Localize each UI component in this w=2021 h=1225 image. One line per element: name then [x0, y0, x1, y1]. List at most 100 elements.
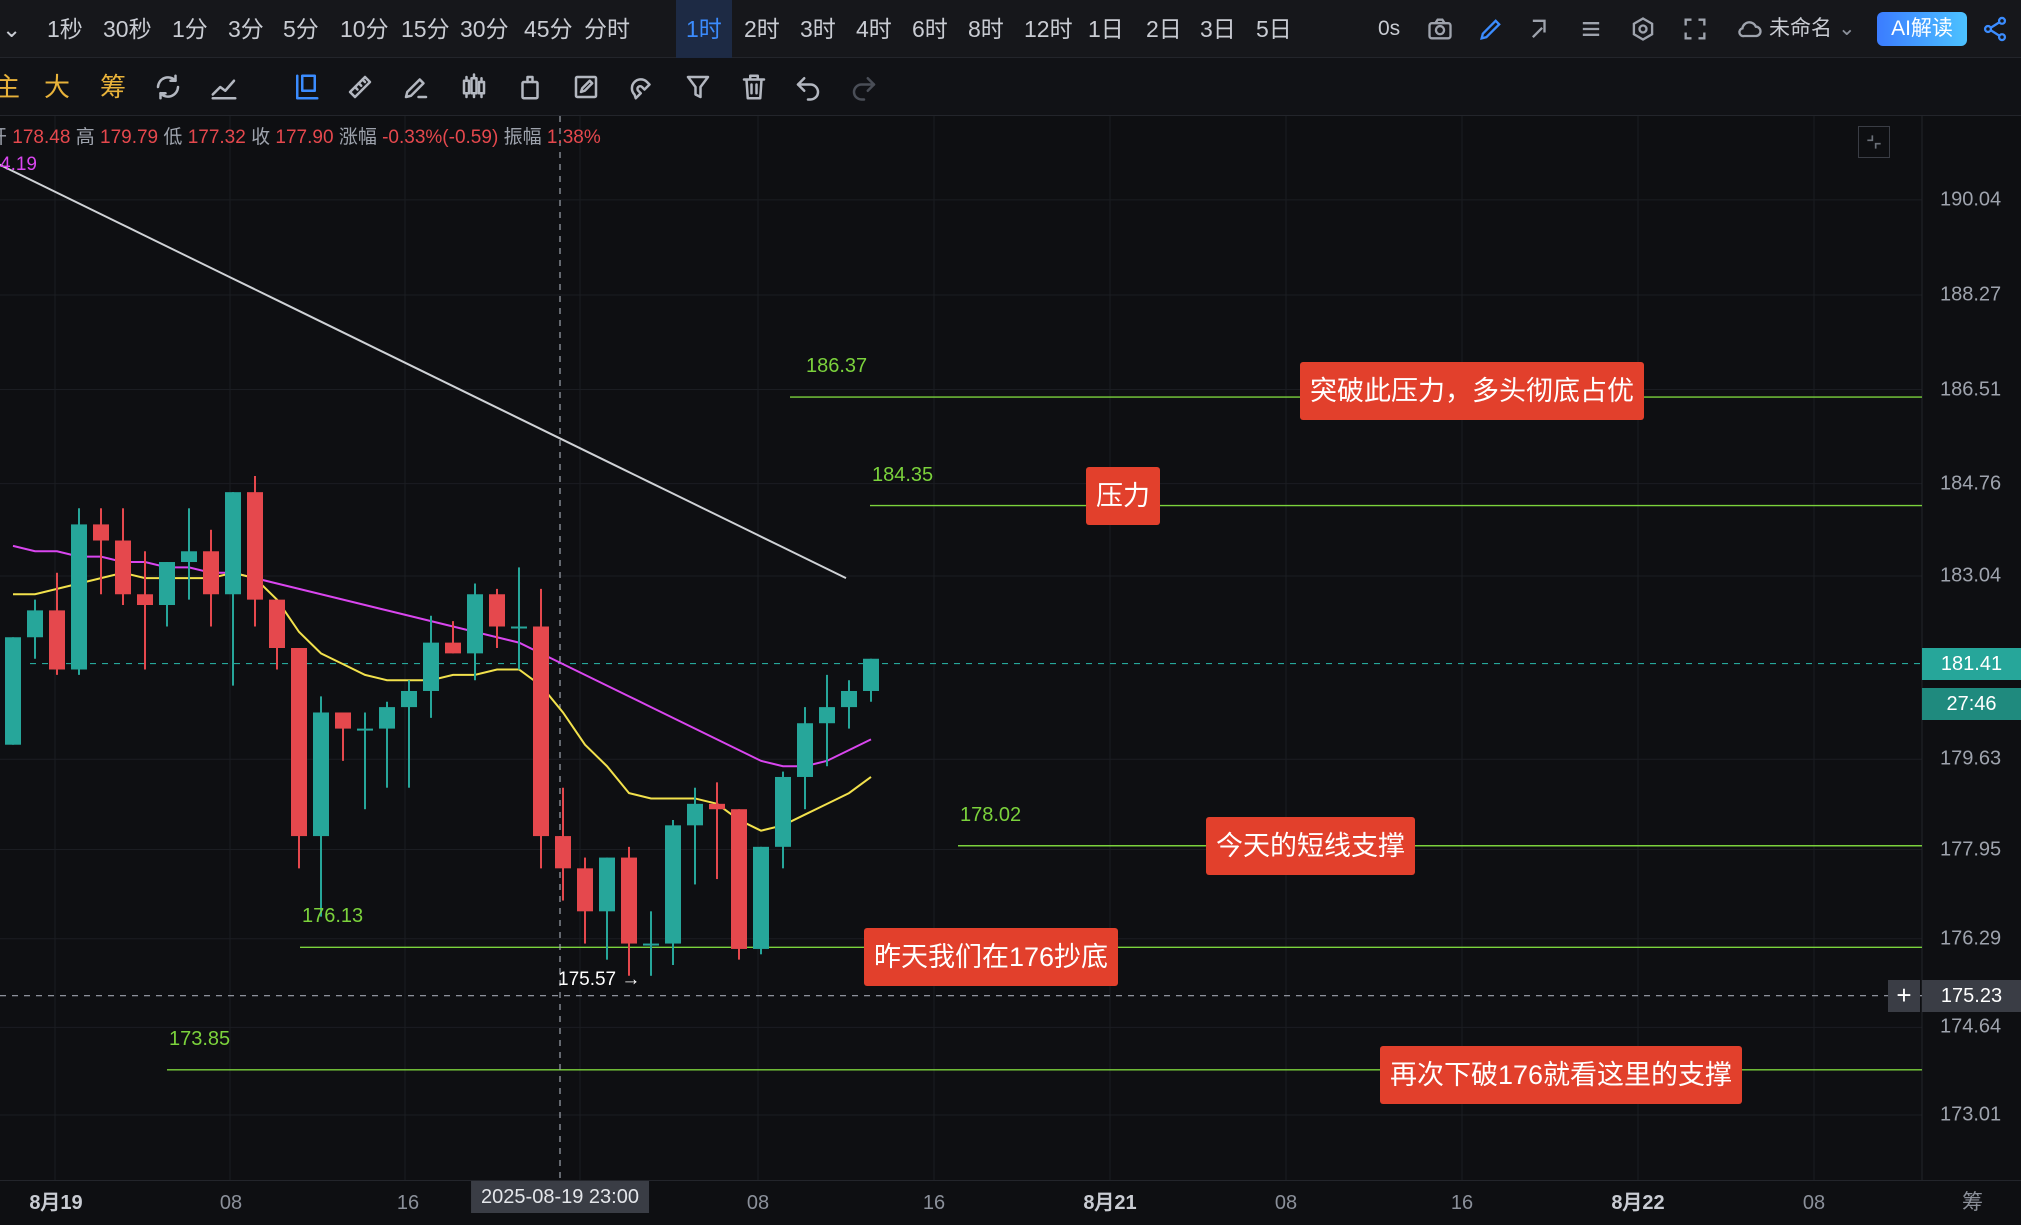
candle-body-39[interactable]	[863, 658, 879, 691]
timeframe-14[interactable]: 6时	[912, 16, 948, 42]
candle-body-13[interactable]	[291, 648, 307, 837]
timeframe-16[interactable]: 12时	[1024, 16, 1073, 42]
candle-body-16[interactable]	[357, 728, 373, 731]
candle-body-20[interactable]	[445, 642, 461, 654]
candle-body-18[interactable]	[401, 690, 417, 708]
timeframe-17[interactable]: 1日	[1088, 16, 1124, 42]
level-note[interactable]: 压力	[1086, 466, 1160, 525]
candle-body-31[interactable]	[687, 803, 703, 826]
candle-body-9[interactable]	[203, 551, 219, 595]
indicator-chips[interactable]: 筹	[100, 72, 127, 102]
corner-label-chips[interactable]: 筹	[1962, 1191, 1983, 1214]
menu-chevron-icon[interactable]: ⌄	[2, 16, 22, 42]
candle-body-8[interactable]	[181, 551, 197, 563]
add-alert-button[interactable]: +	[1888, 979, 1920, 1012]
candle-body-35[interactable]	[775, 776, 791, 847]
chart-maximize-icon[interactable]	[1858, 126, 1890, 158]
replay-icon[interactable]	[152, 71, 184, 103]
trend-tool-icon[interactable]	[208, 71, 240, 103]
candle-body-34[interactable]	[753, 846, 769, 949]
timeframe-5[interactable]: 10分	[340, 16, 389, 42]
copy-icon[interactable]	[514, 71, 546, 103]
indicator-big[interactable]: 大	[44, 72, 71, 102]
candle-body-17[interactable]	[379, 707, 395, 729]
timeframe-4[interactable]: 5分	[283, 16, 319, 42]
fullscreen-icon[interactable]	[1679, 13, 1711, 45]
candle-body-3[interactable]	[71, 524, 87, 670]
timeframe-15[interactable]: 8时	[968, 16, 1004, 42]
candle-body-37[interactable]	[819, 707, 835, 724]
filter-icon[interactable]	[682, 71, 714, 103]
candle-body-38[interactable]	[841, 690, 857, 708]
undo-icon[interactable]	[792, 71, 824, 103]
magnet-icon[interactable]	[626, 71, 658, 103]
candle-body-4[interactable]	[93, 524, 109, 541]
candle-body-26[interactable]	[577, 868, 593, 912]
pen-icon[interactable]	[1475, 13, 1507, 45]
candle-body-23[interactable]	[511, 626, 527, 629]
redo-icon[interactable]	[848, 71, 880, 103]
timeframe-18[interactable]: 2日	[1146, 16, 1182, 42]
cloud-icon[interactable]	[1734, 13, 1766, 45]
ruler-icon[interactable]	[344, 71, 376, 103]
timeframe-9[interactable]: 分时	[584, 16, 630, 42]
level-note[interactable]: 昨天我们在176抄底	[864, 928, 1119, 987]
ai-interpret-button[interactable]: AI解读	[1877, 12, 1967, 46]
time-tick: 16	[396, 1192, 420, 1214]
edit-icon[interactable]	[570, 71, 602, 103]
candle-body-11[interactable]	[247, 492, 263, 600]
candle-body-30[interactable]	[665, 825, 681, 944]
candle-body-14[interactable]	[313, 712, 329, 837]
timeframe-6[interactable]: 15分	[401, 16, 450, 42]
timeframe-20[interactable]: 5日	[1256, 16, 1292, 42]
candle-body-25[interactable]	[555, 836, 571, 869]
candle-body-24[interactable]	[533, 626, 549, 837]
indicator-main[interactable]: 主	[0, 72, 21, 102]
settings-icon[interactable]	[1627, 13, 1659, 45]
brush-icon[interactable]	[400, 71, 432, 103]
cursor-tool-icon[interactable]	[290, 71, 322, 103]
timeframe-1[interactable]: 30秒	[103, 16, 152, 42]
candles-tool-icon[interactable]	[458, 71, 490, 103]
timeframe-13[interactable]: 4时	[856, 16, 892, 42]
candle-body-15[interactable]	[335, 712, 351, 729]
level-note[interactable]: 再次下破176就看这里的支撑	[1380, 1045, 1743, 1104]
time-axis[interactable]: 8月19 08 16 08 16 8月21 08 16 8月22 08	[0, 1180, 2021, 1225]
candle-body-28[interactable]	[621, 857, 637, 944]
candle-body-33[interactable]	[731, 809, 747, 949]
candle-body-19[interactable]	[423, 642, 439, 691]
layout-name[interactable]: 未命名	[1769, 17, 1832, 40]
candle-body-0[interactable]	[5, 637, 21, 745]
share-icon[interactable]	[1979, 13, 2011, 45]
level-note[interactable]: 突破此压力，多头彻底占优	[1300, 362, 1644, 421]
list-icon[interactable]	[1575, 13, 1607, 45]
candle-body-5[interactable]	[115, 540, 131, 595]
candle-body-36[interactable]	[797, 723, 813, 777]
timeframe-3[interactable]: 3分	[228, 16, 264, 42]
timeframe-11[interactable]: 2时	[744, 16, 780, 42]
timeframe-12[interactable]: 3时	[800, 16, 836, 42]
timeframe-0[interactable]: 1秒	[47, 16, 83, 42]
trash-icon[interactable]	[738, 71, 770, 103]
candle-body-21[interactable]	[467, 594, 483, 654]
timeframe-7[interactable]: 30分	[460, 16, 509, 42]
timeframe-8[interactable]: 45分	[524, 16, 573, 42]
candle-body-22[interactable]	[489, 594, 505, 627]
candle-body-27[interactable]	[599, 857, 615, 912]
candle-body-32[interactable]	[709, 803, 725, 810]
price-chart[interactable]	[0, 116, 2021, 1180]
layout-chevron-icon[interactable]: ⌄	[1838, 17, 1856, 40]
candle-body-12[interactable]	[269, 599, 285, 648]
candle-body-2[interactable]	[49, 610, 65, 670]
candle-body-10[interactable]	[225, 492, 241, 595]
candle-body-6[interactable]	[137, 594, 153, 606]
timeframe-10[interactable]: 1时	[676, 0, 732, 58]
timeframe-2[interactable]: 1分	[172, 16, 208, 42]
candle-body-29[interactable]	[643, 943, 659, 946]
select-icon[interactable]	[1525, 13, 1557, 45]
candle-body-1[interactable]	[27, 610, 43, 638]
level-note[interactable]: 今天的短线支撑	[1206, 816, 1415, 875]
timeframe-19[interactable]: 3日	[1200, 16, 1236, 42]
candle-body-7[interactable]	[159, 562, 175, 606]
camera-icon[interactable]	[1424, 13, 1456, 45]
